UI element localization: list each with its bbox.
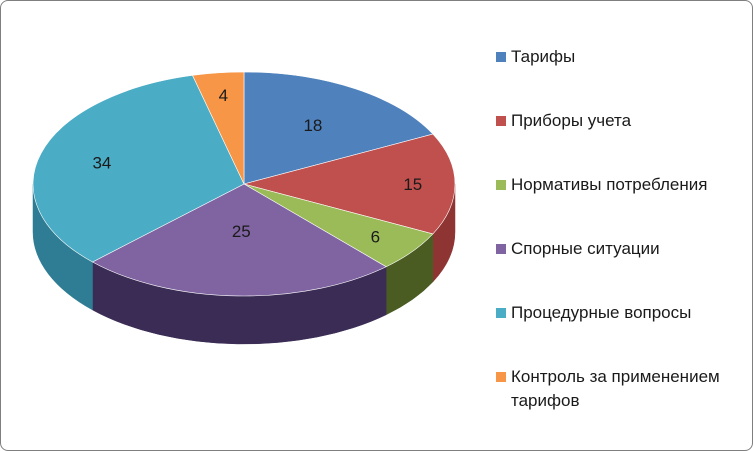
legend-item-kontrol-tarifov: Контроль за применением тарифов: [496, 365, 746, 429]
data-label-4: 34: [92, 154, 111, 173]
legend-label: Процедурные вопросы: [511, 303, 692, 322]
pie-slice-1: [242, 133, 456, 235]
data-label-0: 18: [303, 116, 322, 135]
legend-label: Спорные ситуации: [511, 239, 660, 258]
legend-item-spornye-situatsii: Спорные ситуации: [496, 237, 746, 301]
data-label-3: 25: [232, 222, 251, 241]
legend-swatch: [496, 180, 506, 190]
legend-item-protsedurnye-voprosy: Процедурные вопросы: [496, 301, 746, 365]
pie-slice-4: [32, 75, 245, 263]
data-label-1: 15: [403, 175, 422, 194]
legend-swatch: [496, 244, 506, 254]
data-label-5: 4: [219, 86, 228, 105]
legend-swatch: [496, 52, 506, 62]
pie-chart: 18 15 6 25 34 4: [32, 71, 456, 345]
data-label-2: 6: [371, 228, 380, 247]
legend-item-normativy: Нормативы потребления: [496, 173, 746, 237]
legend-label: Нормативы потребления: [511, 175, 708, 194]
legend-label: Контроль за применением тарифов: [511, 367, 720, 410]
legend-label: Тарифы: [511, 47, 576, 66]
pie-slice-5: [192, 71, 245, 185]
pie-slice-0: [243, 71, 434, 185]
chart-legend: Тарифы Приборы учета Нормативы потреблен…: [496, 45, 746, 429]
legend-swatch: [496, 116, 506, 126]
legend-swatch: [496, 308, 506, 318]
legend-item-tarify: Тарифы: [496, 45, 746, 109]
legend-label: Приборы учета: [511, 111, 632, 130]
legend-item-pribory-ucheta: Приборы учета: [496, 109, 746, 173]
pie-slice-3: [91, 183, 387, 297]
legend-swatch: [496, 372, 506, 382]
